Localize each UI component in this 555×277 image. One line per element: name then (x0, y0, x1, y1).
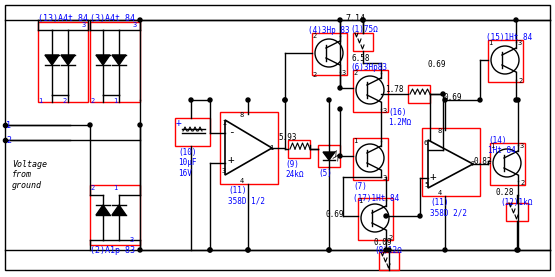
Circle shape (516, 248, 520, 252)
Circle shape (338, 154, 342, 158)
Circle shape (88, 123, 92, 127)
Text: 7: 7 (470, 161, 475, 167)
Circle shape (515, 248, 519, 252)
Text: 2: 2 (520, 180, 524, 186)
Circle shape (478, 98, 482, 102)
Text: 1: 1 (38, 98, 42, 104)
Bar (353, 138, 388, 180)
Polygon shape (61, 55, 75, 65)
Polygon shape (323, 152, 335, 160)
Circle shape (514, 98, 518, 102)
Text: 6.58: 6.58 (352, 54, 371, 63)
Text: (2)A1p 83: (2)A1p 83 (90, 246, 135, 255)
Circle shape (246, 248, 250, 252)
Text: 4: 4 (240, 178, 244, 184)
Text: (3)A4t 84: (3)A4t 84 (90, 14, 135, 23)
Text: 1: 1 (488, 40, 492, 46)
Circle shape (387, 248, 391, 252)
Circle shape (138, 18, 142, 22)
Bar (422, 128, 480, 196)
Circle shape (283, 98, 287, 102)
Text: (11)
358D 2/2: (11) 358D 2/2 (430, 198, 467, 217)
Text: (15)1Ht 84: (15)1Ht 84 (486, 33, 532, 42)
Text: 3: 3 (383, 175, 387, 181)
Circle shape (208, 248, 212, 252)
Bar (490, 143, 525, 185)
Circle shape (514, 18, 518, 22)
Text: 4: 4 (438, 190, 442, 196)
Circle shape (283, 98, 287, 102)
Polygon shape (112, 205, 126, 215)
Circle shape (361, 18, 365, 22)
Text: 0.28: 0.28 (495, 188, 513, 197)
Text: 3: 3 (222, 168, 226, 174)
Text: (6)3Hp83: (6)3Hp83 (350, 63, 387, 72)
Circle shape (138, 123, 142, 127)
Bar (220, 112, 278, 184)
Circle shape (327, 248, 331, 252)
Text: 2: 2 (388, 235, 392, 241)
Text: Voltage
from
ground: Voltage from ground (12, 160, 47, 190)
Text: 1: 1 (113, 98, 117, 104)
Text: 1: 1 (269, 145, 273, 151)
Text: 5.93: 5.93 (278, 133, 296, 142)
Circle shape (246, 248, 250, 252)
Text: (8)12Ω: (8)12Ω (374, 246, 402, 255)
Circle shape (246, 98, 250, 102)
Text: 0.09: 0.09 (374, 238, 392, 247)
Polygon shape (45, 55, 59, 65)
Circle shape (189, 98, 193, 102)
Text: 3: 3 (383, 108, 387, 114)
Text: 0.69: 0.69 (443, 93, 462, 102)
Circle shape (338, 107, 342, 111)
Bar (353, 70, 388, 112)
Text: 1.78: 1.78 (385, 85, 403, 94)
Bar (312, 33, 347, 75)
Text: (12)1kΩ: (12)1kΩ (500, 198, 532, 207)
Text: 2: 2 (6, 136, 11, 145)
Text: 3: 3 (82, 22, 86, 28)
Circle shape (516, 98, 520, 102)
Text: 2: 2 (518, 78, 522, 84)
Text: 0.69: 0.69 (326, 210, 345, 219)
Circle shape (208, 98, 212, 102)
Bar (90, 185, 140, 245)
Text: 2: 2 (62, 98, 66, 104)
Circle shape (384, 214, 388, 218)
Circle shape (384, 248, 388, 252)
Circle shape (338, 86, 342, 90)
Text: (17)1Ht 84: (17)1Ht 84 (353, 194, 399, 203)
Circle shape (138, 248, 142, 252)
Text: 0.69: 0.69 (428, 60, 447, 69)
Text: 1: 1 (6, 121, 11, 130)
Text: 1: 1 (113, 185, 117, 191)
Circle shape (441, 92, 445, 96)
Text: 2: 2 (90, 185, 94, 191)
Text: 2: 2 (353, 70, 357, 76)
Bar (288, 140, 310, 158)
Bar (353, 33, 373, 51)
Bar (506, 203, 528, 221)
Circle shape (361, 18, 365, 22)
Text: 2: 2 (90, 98, 94, 104)
Bar (318, 145, 340, 167)
Polygon shape (96, 205, 110, 215)
Text: (14)
1Ht 84: (14) 1Ht 84 (488, 136, 516, 155)
Text: -: - (228, 127, 235, 137)
Bar (38, 22, 88, 102)
Text: 3: 3 (342, 70, 346, 76)
Text: 3: 3 (133, 22, 137, 28)
Text: +: + (176, 118, 182, 128)
Bar (90, 22, 140, 102)
Bar (408, 85, 430, 103)
Text: +: + (430, 172, 437, 182)
Text: 2: 2 (312, 33, 316, 39)
Text: 3: 3 (130, 237, 134, 243)
Text: (1)75Ω: (1)75Ω (350, 25, 378, 34)
Bar (175, 118, 210, 146)
Circle shape (208, 248, 212, 252)
Polygon shape (112, 55, 126, 65)
Text: 2: 2 (312, 72, 316, 78)
Text: 7.14: 7.14 (345, 14, 365, 23)
Bar (379, 252, 399, 270)
